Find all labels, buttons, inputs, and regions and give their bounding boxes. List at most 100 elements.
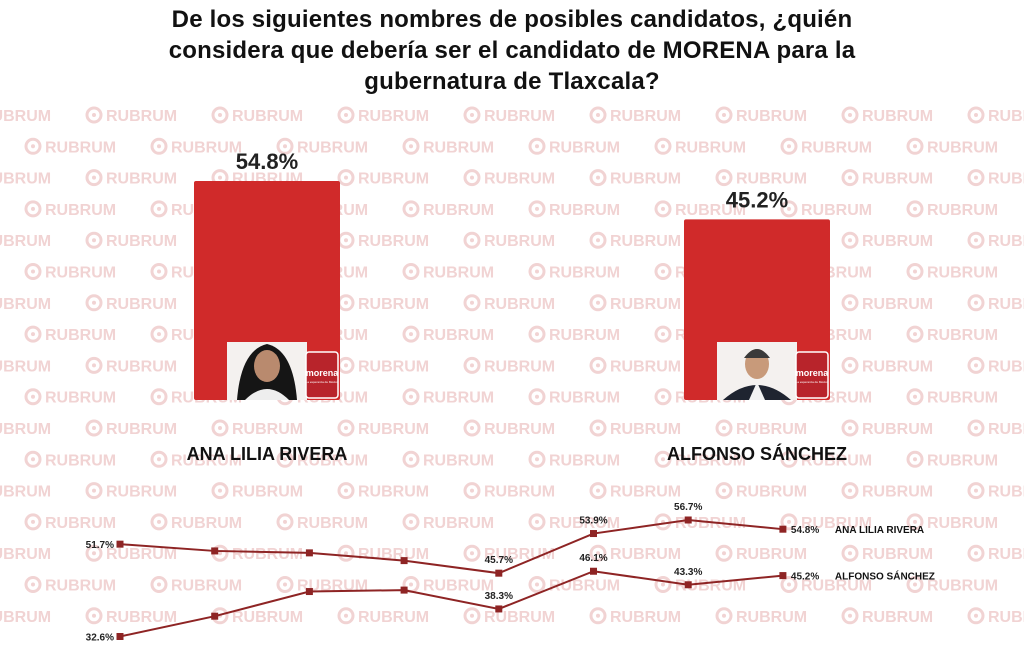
candidate-name: ALFONSO SÁNCHEZ bbox=[667, 443, 847, 464]
watermark-text: RUBRUM bbox=[45, 139, 116, 156]
watermark-text: RUBRUM bbox=[484, 609, 555, 626]
watermark-mark: RUBRUM bbox=[150, 450, 242, 469]
trend-point-label: 45.2% bbox=[791, 572, 819, 583]
watermark-text: RUBRUM bbox=[358, 609, 429, 626]
trend-point bbox=[400, 557, 408, 565]
watermark-mark: RUBRUM bbox=[211, 106, 303, 125]
watermark-mark: RUBRUM bbox=[654, 200, 746, 219]
watermark-text: RUBRUM bbox=[358, 108, 429, 125]
svg-text:La esperanza de México: La esperanza de México bbox=[306, 380, 339, 384]
watermark-text: RUBRUM bbox=[232, 421, 303, 438]
watermark-mark: RUBRUM bbox=[589, 294, 681, 313]
watermark-text: RUBRUM bbox=[297, 515, 368, 532]
watermark-text: RUBRUM bbox=[988, 484, 1024, 501]
watermark-text: RUBRUM bbox=[736, 108, 807, 125]
watermark-mark: RUBRUM bbox=[0, 484, 51, 501]
watermark-mark: RUBRUM bbox=[85, 419, 177, 438]
watermark-mark: RUBRUM bbox=[715, 482, 807, 501]
watermark-text: RUBRUM bbox=[549, 327, 620, 344]
watermark-mark: RUBRUM bbox=[24, 450, 116, 469]
watermark-mark: RUBRUM bbox=[463, 482, 555, 501]
watermark-mark: RUBRUM bbox=[528, 263, 620, 282]
morena-logo: morena La esperanza de México bbox=[305, 351, 339, 399]
watermark-text: RUBRUM bbox=[358, 171, 429, 188]
watermark-text: RUBRUM bbox=[423, 202, 494, 219]
bar-value-label: 45.2% bbox=[726, 187, 788, 212]
watermark-mark: RUBRUM bbox=[780, 513, 872, 532]
watermark-text: RUBRUM bbox=[358, 233, 429, 250]
watermark-text: RUBRUM bbox=[423, 390, 494, 407]
watermark-text: RUBRUM bbox=[862, 546, 933, 563]
watermark-mark: RUBRUM bbox=[654, 137, 746, 156]
watermark-mark: RUBRUM bbox=[967, 544, 1024, 563]
watermark-mark: RUBRUM bbox=[276, 513, 368, 532]
watermark-text: RUBRUM bbox=[801, 452, 872, 469]
trend-point-label: 32.6% bbox=[86, 633, 114, 644]
watermark-text: RUBRUM bbox=[484, 546, 555, 563]
watermark-mark: RUBRUM bbox=[780, 576, 872, 595]
watermark-text: RUBRUM bbox=[171, 139, 242, 156]
trend-point-label: 43.3% bbox=[674, 567, 702, 578]
trend-point bbox=[779, 525, 787, 533]
watermark-text: RUBRUM bbox=[610, 171, 681, 188]
watermark-text: RUBRUM bbox=[862, 108, 933, 125]
candidate-name: ANA LILIA RIVERA bbox=[187, 444, 348, 464]
watermark-text: RUBRUM bbox=[610, 546, 681, 563]
watermark-mark: RUBRUM bbox=[906, 325, 998, 344]
watermark-text: RUBRUM bbox=[0, 108, 51, 125]
watermark-text: RUBRUM bbox=[862, 484, 933, 501]
watermark-mark: RUBRUM bbox=[337, 106, 429, 125]
trend-point bbox=[495, 569, 503, 577]
trend-point-label: 51.7% bbox=[86, 540, 114, 551]
watermark-text: RUBRUM bbox=[610, 609, 681, 626]
watermark-text: RUBRUM bbox=[549, 390, 620, 407]
watermark-mark: RUBRUM bbox=[85, 482, 177, 501]
watermark-text: RUBRUM bbox=[549, 452, 620, 469]
watermark-text: RUBRUM bbox=[0, 171, 51, 188]
watermark-mark: RUBRUM bbox=[906, 450, 998, 469]
watermark-text: RUBRUM bbox=[423, 265, 494, 282]
watermark-text: RUBRUM bbox=[106, 296, 177, 313]
watermark-mark: RUBRUM bbox=[906, 388, 998, 407]
watermark-mark: RUBRUM bbox=[967, 231, 1024, 250]
watermark-text: RUBRUM bbox=[675, 515, 746, 532]
watermark-text: RUBRUM bbox=[736, 484, 807, 501]
watermark-text: RUBRUM bbox=[610, 421, 681, 438]
watermark-text: RUBRUM bbox=[45, 202, 116, 219]
watermark-mark: RUBRUM bbox=[967, 294, 1024, 313]
watermark-mark: RUBRUM bbox=[0, 609, 51, 626]
watermark-text: RUBRUM bbox=[106, 484, 177, 501]
watermark-mark: RUBRUM bbox=[0, 546, 51, 563]
trend-point bbox=[116, 540, 124, 548]
trend-point bbox=[590, 530, 597, 538]
watermark-mark: RUBRUM bbox=[528, 388, 620, 407]
watermark-mark: RUBRUM bbox=[967, 607, 1024, 626]
watermark-mark: RUBRUM bbox=[906, 263, 998, 282]
watermark-mark: RUBRUM bbox=[967, 356, 1024, 375]
watermark-mark: RUBRUM bbox=[150, 513, 242, 532]
watermark-mark: RUBRUM bbox=[967, 169, 1024, 188]
watermark-text: RUBRUM bbox=[106, 546, 177, 563]
watermark-text: RUBRUM bbox=[358, 296, 429, 313]
watermark-mark: RUBRUM bbox=[24, 576, 116, 595]
watermark-text: RUBRUM bbox=[423, 327, 494, 344]
watermark-mark: RUBRUM bbox=[715, 544, 807, 563]
watermark-mark: RUBRUM bbox=[24, 200, 116, 219]
watermark-mark: RUBRUM bbox=[463, 419, 555, 438]
watermark-mark: RUBRUM bbox=[841, 231, 933, 250]
watermark-mark: RUBRUM bbox=[589, 419, 681, 438]
watermark-mark: RUBRUM bbox=[780, 450, 872, 469]
watermark-mark: RUBRUM bbox=[528, 450, 620, 469]
watermark-text: RUBRUM bbox=[610, 108, 681, 125]
watermark-text: RUBRUM bbox=[675, 452, 746, 469]
watermark-mark: RUBRUM bbox=[841, 607, 933, 626]
watermark-mark: RUBRUM bbox=[463, 231, 555, 250]
watermark-mark: RUBRUM bbox=[0, 296, 51, 313]
watermark-mark: RUBRUM bbox=[463, 544, 555, 563]
watermark-text: RUBRUM bbox=[988, 358, 1024, 375]
candidate-photo bbox=[717, 342, 797, 400]
trend-point bbox=[684, 516, 692, 524]
watermark-text: RUBRUM bbox=[927, 390, 998, 407]
watermark-mark: RUBRUM bbox=[402, 263, 494, 282]
